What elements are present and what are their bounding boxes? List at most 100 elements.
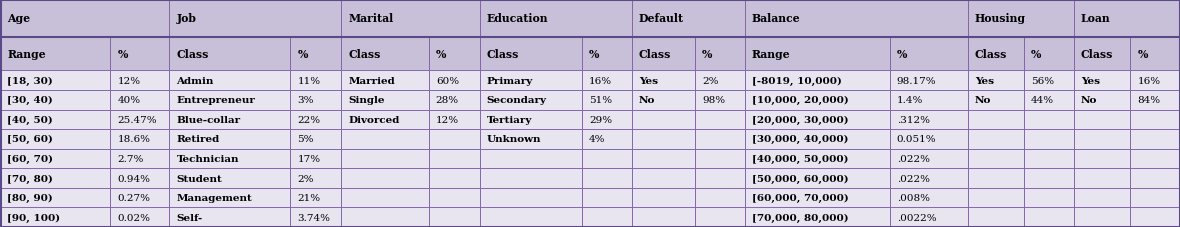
Text: Blue-collar: Blue-collar [177, 115, 241, 124]
Bar [290, 71, 341, 91]
Text: Entrepreneur: Entrepreneur [177, 96, 255, 105]
Text: 84%: 84% [1138, 96, 1160, 105]
Bar [968, 71, 1024, 91]
Bar [341, 130, 428, 149]
Bar [480, 149, 582, 168]
Text: Management: Management [177, 193, 253, 202]
Bar [341, 207, 428, 227]
Text: 18.6%: 18.6% [117, 135, 150, 144]
Text: 56%: 56% [1031, 76, 1054, 85]
Bar [1024, 188, 1074, 207]
Bar [631, 168, 695, 188]
Bar [170, 91, 290, 110]
Bar [0, 207, 110, 227]
Bar [968, 110, 1024, 130]
Bar [428, 71, 480, 91]
Bar [341, 168, 428, 188]
Bar [1074, 110, 1130, 130]
Text: .312%: .312% [897, 115, 930, 124]
Bar [582, 130, 631, 149]
Bar [290, 188, 341, 207]
Text: 0.27%: 0.27% [117, 193, 150, 202]
Bar [582, 207, 631, 227]
Text: Retired: Retired [177, 135, 219, 144]
Text: 28%: 28% [435, 96, 459, 105]
Text: Age: Age [7, 13, 31, 24]
Text: 51%: 51% [589, 96, 612, 105]
Text: Married: Married [348, 76, 395, 85]
Bar [968, 37, 1024, 71]
Text: Marital: Marital [348, 13, 394, 24]
Text: 98.17%: 98.17% [897, 76, 937, 85]
Bar [170, 37, 290, 71]
Text: 0.051%: 0.051% [897, 135, 937, 144]
Bar [480, 71, 582, 91]
Bar [290, 149, 341, 168]
Bar [582, 149, 631, 168]
Bar [890, 188, 968, 207]
Bar [170, 149, 290, 168]
Text: .022%: .022% [897, 174, 930, 183]
Text: %: % [435, 49, 446, 60]
Text: Range: Range [752, 49, 791, 60]
Text: 1.4%: 1.4% [897, 96, 923, 105]
Text: Class: Class [638, 49, 671, 60]
Text: .008%: .008% [897, 193, 930, 202]
Text: 25.47%: 25.47% [117, 115, 157, 124]
Bar [110, 71, 170, 91]
Bar [110, 188, 170, 207]
Text: 17%: 17% [297, 154, 321, 163]
Bar [890, 71, 968, 91]
Bar [1024, 110, 1074, 130]
Text: %: % [589, 49, 599, 60]
Text: Class: Class [1081, 49, 1113, 60]
Bar [0, 91, 110, 110]
Text: No: No [638, 96, 655, 105]
Bar [968, 168, 1024, 188]
Text: Single: Single [348, 96, 385, 105]
Bar [0, 188, 110, 207]
Text: 3.74%: 3.74% [297, 213, 330, 222]
Bar [341, 0, 480, 37]
Bar [170, 110, 290, 130]
Bar [631, 149, 695, 168]
Bar [110, 37, 170, 71]
Bar [745, 71, 890, 91]
Bar [631, 0, 745, 37]
Bar [1024, 37, 1074, 71]
Bar [110, 207, 170, 227]
Text: %: % [897, 49, 907, 60]
Bar [480, 130, 582, 149]
Bar [582, 188, 631, 207]
Bar [968, 207, 1024, 227]
Text: 21%: 21% [297, 193, 321, 202]
Bar [480, 110, 582, 130]
Bar [582, 91, 631, 110]
Bar [695, 207, 745, 227]
Bar [341, 110, 428, 130]
Bar [110, 149, 170, 168]
Bar [341, 71, 428, 91]
Bar [695, 71, 745, 91]
Text: [70,000, 80,000): [70,000, 80,000) [752, 213, 848, 222]
Bar [1024, 168, 1074, 188]
Bar [1074, 207, 1130, 227]
Bar [968, 149, 1024, 168]
Text: [10,000, 20,000): [10,000, 20,000) [752, 96, 848, 105]
Bar [1074, 130, 1130, 149]
Bar [1074, 188, 1130, 207]
Text: [18, 30): [18, 30) [7, 76, 53, 85]
Text: No: No [1081, 96, 1097, 105]
Text: .022%: .022% [897, 154, 930, 163]
Bar [290, 37, 341, 71]
Text: [30,000, 40,000): [30,000, 40,000) [752, 135, 848, 144]
Text: No: No [975, 96, 991, 105]
Bar [695, 91, 745, 110]
Bar [428, 207, 480, 227]
Bar [582, 37, 631, 71]
Bar [428, 91, 480, 110]
Bar [1130, 71, 1180, 91]
Bar [1024, 130, 1074, 149]
Bar [0, 130, 110, 149]
Bar [968, 91, 1024, 110]
